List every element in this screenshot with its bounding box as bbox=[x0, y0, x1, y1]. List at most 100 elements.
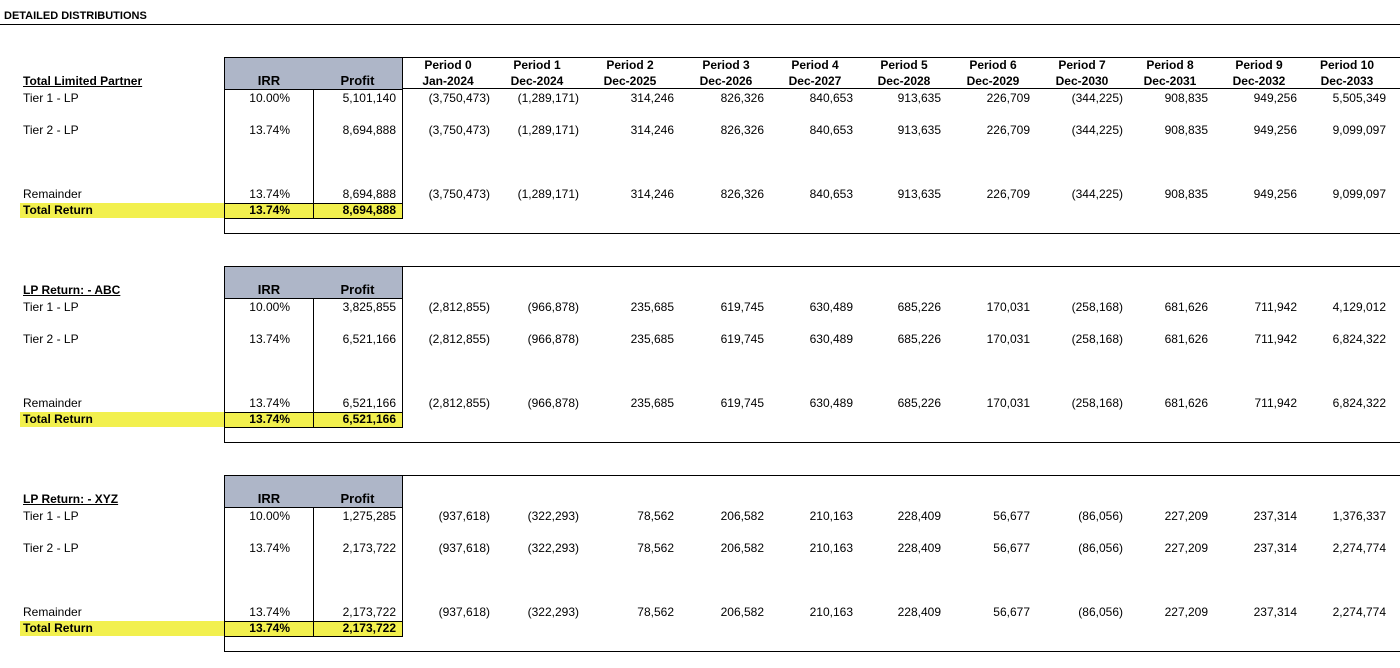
period-cell: 78,562 bbox=[637, 605, 674, 619]
period-cell: 206,582 bbox=[720, 509, 764, 523]
period-cell: 314,246 bbox=[630, 91, 674, 105]
period-cell: (258,168) bbox=[1071, 396, 1123, 410]
period-cell: 56,677 bbox=[993, 509, 1030, 523]
profit-cell: 2,173,722 bbox=[342, 541, 396, 555]
period-cell: (86,056) bbox=[1078, 509, 1123, 523]
period-cell: 681,626 bbox=[1164, 396, 1208, 410]
period-cell: (937,618) bbox=[438, 509, 490, 523]
period-cell: 840,653 bbox=[809, 91, 853, 105]
period-cell: 681,626 bbox=[1164, 332, 1208, 346]
period-cell: (1,289,171) bbox=[517, 123, 579, 137]
period-cell: 56,677 bbox=[993, 541, 1030, 555]
period-date: Dec-2025 bbox=[603, 74, 657, 88]
total-fill bbox=[20, 203, 402, 218]
column-header: Profit bbox=[340, 282, 375, 297]
period-cell: 227,209 bbox=[1164, 541, 1208, 555]
period-date: Dec-2029 bbox=[966, 74, 1020, 88]
period-cell: 908,835 bbox=[1164, 187, 1208, 201]
section-bottom-rule bbox=[224, 442, 1400, 443]
period-cell: 908,835 bbox=[1164, 91, 1208, 105]
period-cell: 630,489 bbox=[809, 332, 853, 346]
irr-cell: 13.74% bbox=[249, 332, 290, 346]
row-label: Remainder bbox=[23, 605, 82, 619]
period-cell: 630,489 bbox=[809, 396, 853, 410]
row-label: Tier 2 - LP bbox=[23, 123, 79, 137]
period-cell: 681,626 bbox=[1164, 300, 1208, 314]
period-cell: (344,225) bbox=[1071, 123, 1123, 137]
left-rule bbox=[224, 57, 225, 234]
irr-cell: 10.00% bbox=[249, 509, 290, 523]
period-cell: 826,326 bbox=[720, 187, 764, 201]
period-cell: (966,878) bbox=[527, 300, 579, 314]
period-name: Period 0 bbox=[424, 58, 472, 72]
profit-cell: 5,101,140 bbox=[342, 91, 396, 105]
period-cell: 685,226 bbox=[897, 332, 941, 346]
period-cell: 9,099,097 bbox=[1332, 123, 1386, 137]
row-label: Tier 2 - LP bbox=[23, 332, 79, 346]
period-cell: 237,314 bbox=[1253, 541, 1297, 555]
header-fill bbox=[225, 476, 402, 507]
period-name: Period 5 bbox=[880, 58, 928, 72]
section-bottom-rule bbox=[224, 233, 1400, 234]
total-label: Total Return bbox=[23, 412, 93, 426]
period-cell: 826,326 bbox=[720, 123, 764, 137]
period-cell: 2,274,774 bbox=[1332, 541, 1386, 555]
period-cell: 210,163 bbox=[809, 541, 853, 555]
period-name: Period 7 bbox=[1058, 58, 1106, 72]
period-cell: (3,750,473) bbox=[428, 123, 490, 137]
period-cell: (86,056) bbox=[1078, 605, 1123, 619]
period-cell: 226,709 bbox=[986, 91, 1030, 105]
profit-cell: 1,275,285 bbox=[342, 509, 396, 523]
profit-cell: 6,521,166 bbox=[342, 396, 396, 410]
period-cell: 210,163 bbox=[809, 605, 853, 619]
period-cell: (3,750,473) bbox=[428, 187, 490, 201]
period-cell: 1,376,337 bbox=[1332, 509, 1386, 523]
column-header: IRR bbox=[257, 491, 281, 506]
period-cell: 711,942 bbox=[1254, 300, 1298, 314]
period-cell: 949,256 bbox=[1253, 91, 1297, 105]
period-cell: 228,409 bbox=[897, 605, 941, 619]
period-cell: 913,635 bbox=[897, 91, 941, 105]
period-cell: 170,031 bbox=[986, 332, 1030, 346]
period-cell: 619,745 bbox=[720, 300, 764, 314]
total-irr: 13.74% bbox=[249, 412, 290, 426]
period-cell: (966,878) bbox=[527, 396, 579, 410]
period-cell: 5,505,349 bbox=[1332, 91, 1386, 105]
period-cell: 170,031 bbox=[986, 300, 1030, 314]
period-cell: (2,812,855) bbox=[428, 332, 490, 346]
section-top-rule bbox=[224, 475, 1400, 476]
period-cell: 206,582 bbox=[720, 605, 764, 619]
period-date: Dec-2030 bbox=[1055, 74, 1109, 88]
irr-profit-divider bbox=[313, 507, 314, 636]
period-cell: 314,246 bbox=[630, 123, 674, 137]
period-cell: (1,289,171) bbox=[517, 187, 579, 201]
period-cell: 227,209 bbox=[1164, 509, 1208, 523]
period-cell: 619,745 bbox=[720, 332, 764, 346]
period-cell: 630,489 bbox=[809, 300, 853, 314]
period-name: Period 3 bbox=[702, 58, 750, 72]
irr-cell: 13.74% bbox=[249, 541, 290, 555]
period-cell: (937,618) bbox=[438, 541, 490, 555]
period-cell: 78,562 bbox=[637, 541, 674, 555]
period-cell: 913,635 bbox=[897, 123, 941, 137]
period-cell: 711,942 bbox=[1254, 332, 1298, 346]
period-cell: 227,209 bbox=[1164, 605, 1208, 619]
period-cell: (344,225) bbox=[1071, 91, 1123, 105]
period-cell: (86,056) bbox=[1078, 541, 1123, 555]
irr-cell: 13.74% bbox=[249, 396, 290, 410]
period-cell: (966,878) bbox=[527, 332, 579, 346]
section-top-rule bbox=[224, 57, 1400, 58]
period-cell: 949,256 bbox=[1253, 123, 1297, 137]
total-fill bbox=[20, 621, 402, 636]
profit-cell: 8,694,888 bbox=[342, 187, 396, 201]
period-cell: 949,256 bbox=[1253, 187, 1297, 201]
irr-cell: 10.00% bbox=[249, 300, 290, 314]
period-cell: 228,409 bbox=[897, 509, 941, 523]
total-label: Total Return bbox=[23, 621, 93, 635]
total-profit-box bbox=[313, 203, 403, 219]
period-name: Period 10 bbox=[1319, 58, 1375, 72]
period-cell: 56,677 bbox=[993, 605, 1030, 619]
row-label: Tier 1 - LP bbox=[23, 91, 79, 105]
period-cell: (322,293) bbox=[527, 605, 579, 619]
